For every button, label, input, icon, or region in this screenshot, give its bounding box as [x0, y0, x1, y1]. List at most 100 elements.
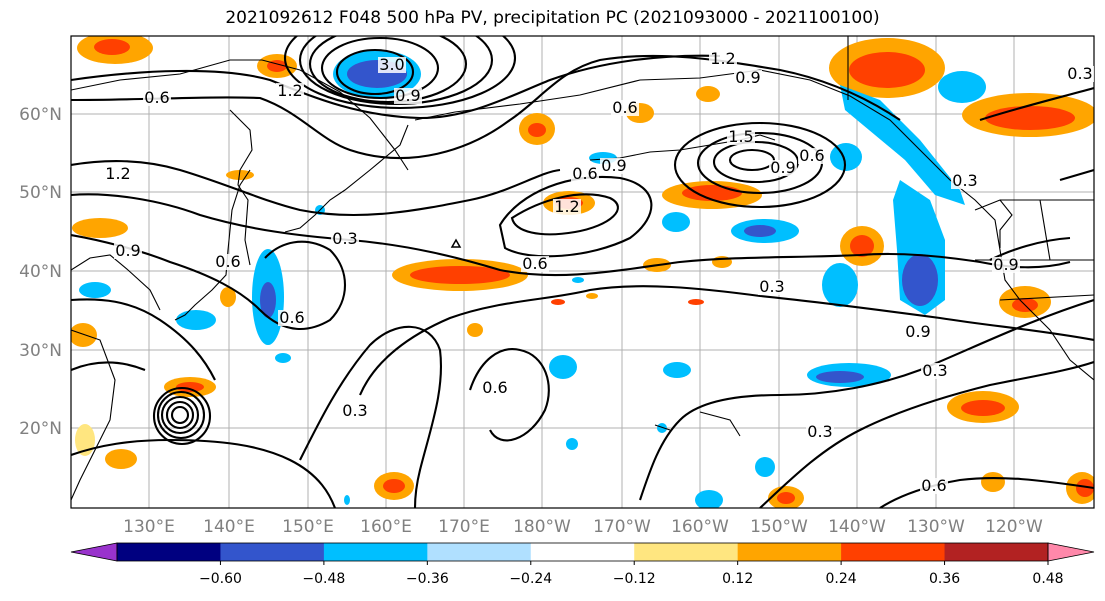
lon-tick-label: 130°E — [123, 517, 175, 537]
colorbar-extend-min — [70, 542, 118, 562]
contour-label-bg — [114, 243, 142, 259]
contour-label-bg — [143, 90, 171, 106]
contour-label-bg — [214, 254, 242, 270]
contour-label: 0.9 — [395, 86, 420, 105]
lat-tick-label: 40°N — [19, 262, 62, 282]
contour-label: 0.6 — [144, 88, 169, 107]
lat-tick-label: 50°N — [19, 183, 62, 203]
colorbar-tick-label: 0.48 — [1032, 571, 1063, 587]
contour-label: 0.6 — [279, 308, 304, 327]
contour-label: 0.9 — [115, 241, 140, 260]
lon-tick-label: 180°W — [513, 517, 571, 537]
contour-label-bg — [727, 129, 755, 145]
colorbar-extend-max — [1047, 542, 1095, 562]
colorbar-tick-label: −0.60 — [199, 571, 242, 587]
colorbar-segment — [427, 543, 532, 561]
contour-label-bg — [481, 380, 509, 396]
contour-label-bg — [951, 173, 979, 189]
lon-tick-label: 160°W — [671, 517, 729, 537]
contour-label-bg — [276, 83, 304, 99]
colorbar-segment — [117, 543, 221, 561]
colorbar-tick-label: −0.36 — [406, 571, 449, 587]
contour-label-bg — [769, 160, 797, 176]
colorbar-segment — [323, 543, 428, 561]
lon-tick-label: 120°W — [985, 517, 1043, 537]
contour-label-bg — [278, 310, 306, 326]
lat-tick-label: 30°N — [19, 341, 62, 361]
lat-tick-labels: 60°N 50°N 40°N 30°N 20°N — [19, 105, 62, 439]
contour-label: 0.3 — [342, 401, 367, 420]
contour-label: 1.5 — [728, 127, 753, 146]
lon-tick-label: 140°W — [828, 517, 886, 537]
contour-label-bg — [758, 279, 786, 295]
contour-label-bg — [378, 57, 406, 73]
contour-label-bg — [394, 88, 422, 104]
contour-label-bg — [734, 70, 762, 86]
contour-label-bg — [920, 478, 948, 494]
colorbar-labels: −0.60 −0.48 −0.36 −0.24 −0.12 0.12 0.24 0.36 0.4… — [199, 561, 1064, 587]
contour-label: 0.3 — [1067, 64, 1092, 83]
colorbar-segment — [634, 543, 739, 561]
contour-label: 1.2 — [710, 49, 735, 68]
lon-tick-label: 130°W — [907, 517, 965, 537]
contour-label-bg — [709, 51, 737, 67]
contour-label: 3.0 — [379, 55, 404, 74]
colorbar-tick-label: −0.24 — [509, 571, 552, 587]
lon-tick-labels: 130°E 140°E 150°E 160°E 170°E 180°W 170°W 160°W… — [123, 517, 1043, 537]
contour-label: 0.3 — [952, 171, 977, 190]
contour-label: 0.3 — [759, 277, 784, 296]
lat-tick-label: 20°N — [19, 419, 62, 439]
contour-label-bg — [600, 158, 628, 174]
pv-contours — [71, 36, 1094, 508]
colorbar-tick-label: −0.12 — [613, 571, 656, 587]
colorbar-segment — [944, 543, 1049, 561]
coastlines — [71, 36, 1094, 501]
positive-precip-shading — [71, 36, 1094, 508]
contour-label: 0.3 — [922, 361, 947, 380]
contour-label: 0.6 — [215, 252, 240, 271]
contour-label-bg — [331, 231, 359, 247]
contour-label-bg — [611, 100, 639, 116]
contour-label-bg — [904, 324, 932, 340]
contour-label: 0.3 — [332, 229, 357, 248]
contour-label-bg — [521, 256, 549, 272]
lon-tick-label: 170°E — [438, 517, 490, 537]
contour-label: 0.6 — [921, 476, 946, 495]
colorbar-tick-label: −0.48 — [302, 571, 345, 587]
contour-label: 0.9 — [905, 322, 930, 341]
colorbar-segment — [841, 543, 946, 561]
colorbar-tick-label: 0.36 — [929, 571, 960, 587]
contour-label: 1.2 — [105, 164, 130, 183]
contour-label-bg — [992, 257, 1020, 273]
contour-label-bg — [571, 166, 599, 182]
lon-tick-label: 150°E — [282, 517, 334, 537]
contour-label-bg — [553, 199, 581, 215]
colorbar-segment — [220, 543, 325, 561]
contour-label: 0.6 — [612, 98, 637, 117]
colorbar-tick-label: 0.12 — [722, 571, 753, 587]
contour-label: 0.6 — [482, 378, 507, 397]
lat-tick-label: 60°N — [19, 105, 62, 125]
contour-labels: 0.6 1.23.00.90.30.6 0.91.20.60.91.21.50.90… — [104, 49, 1094, 495]
contour-label-bg — [1066, 66, 1094, 82]
lon-tick-label: 150°W — [750, 517, 808, 537]
colorbar-outline — [116, 542, 1049, 562]
lon-tick-label: 140°E — [203, 517, 255, 537]
negative-precip-shading — [79, 50, 986, 508]
contour-label: 0.6 — [799, 146, 824, 165]
colorbar-tick-label: 0.24 — [826, 571, 857, 587]
contour-label: 1.2 — [277, 81, 302, 100]
map-frame — [70, 35, 1095, 509]
contour-label: 0.9 — [735, 68, 760, 87]
contour-label-bg — [921, 363, 949, 379]
contour-label-bg — [104, 166, 132, 182]
lon-tick-label: 170°W — [593, 517, 651, 537]
lon-tick-label: 160°E — [360, 517, 412, 537]
island-marker — [450, 238, 462, 248]
contour-label: 0.9 — [770, 158, 795, 177]
colorbar — [70, 542, 1095, 562]
contour-label: 0.9 — [993, 255, 1018, 274]
contour-label: 0.6 — [572, 164, 597, 183]
chart-title: 2021092612 F048 500 hPa PV, precipitatio… — [225, 8, 880, 28]
